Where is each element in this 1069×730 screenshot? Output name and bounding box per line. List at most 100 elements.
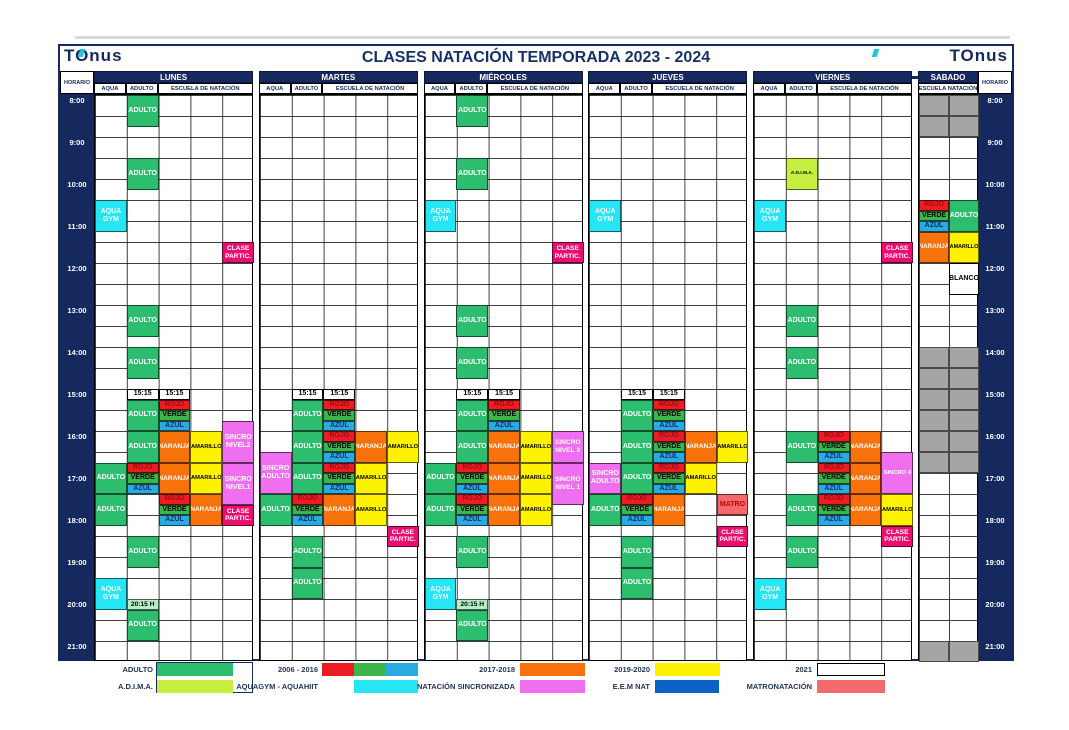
- legend-swatch: [817, 663, 885, 676]
- event-block: ADULTO: [95, 494, 127, 526]
- event-block: NARANJA: [919, 231, 949, 263]
- event-block: [949, 116, 979, 137]
- event-block: 15:15: [323, 389, 356, 400]
- event-block: ADULTO: [291, 567, 324, 599]
- day-subheader-cell: AQUA: [588, 83, 621, 94]
- event-block: NARANJA: [652, 494, 685, 526]
- event-block: ADULTO: [456, 536, 489, 568]
- day-grid-VIERNES: A.D.I.M.A. AQUA GYM CLASE PARTIC. ADULTO ADU…: [753, 94, 914, 661]
- event-block: ADULTO: [621, 431, 653, 463]
- event-block: ADULTO: [126, 609, 159, 641]
- time-column: [60, 94, 94, 661]
- event-block: ROJO: [456, 494, 489, 505]
- event-block: AMARILLO: [881, 494, 914, 526]
- event-block: [949, 410, 979, 431]
- event-block: ADULTO: [456, 95, 489, 127]
- event-block: SINCRO ADULTO: [589, 462, 622, 494]
- event-block: VERDE: [323, 473, 356, 484]
- event-block: ADULTO: [785, 494, 818, 526]
- event-block: SINCRO NIVEL2: [222, 420, 254, 463]
- event-block: ROJO: [158, 399, 191, 410]
- event-block: VERDE: [652, 473, 685, 484]
- event-block: AZUL: [919, 221, 949, 232]
- event-block: ROJO: [323, 431, 356, 442]
- event-block: ROJO: [621, 494, 653, 505]
- event-block: ROJO: [323, 399, 356, 410]
- event-block: AZUL: [158, 515, 191, 526]
- page-top-strip: [75, 36, 1010, 39]
- time-label: 11:00: [67, 222, 87, 231]
- event-block: AZUL: [817, 483, 850, 494]
- legend-swatch: [157, 680, 233, 693]
- event-block: 20:15 H: [126, 599, 159, 610]
- event-block: VERDE: [456, 473, 489, 484]
- event-block: 15:15: [456, 389, 489, 400]
- time-label: 14:00: [985, 348, 1005, 357]
- day-subheader-cell: ADULTO: [785, 83, 817, 94]
- event-block: AMARILLO: [190, 462, 223, 494]
- event-block: ADULTO: [785, 431, 818, 463]
- legend-label: NATACIÓN SINCRONIZADA: [416, 682, 515, 691]
- event-block: VERDE: [456, 504, 489, 515]
- event-block: ADULTO: [126, 305, 159, 337]
- event-block: AMARILLO: [386, 431, 419, 463]
- event-block: NARANJA: [849, 431, 882, 463]
- tonus-logo: TOnus: [64, 46, 214, 79]
- time-label: 21:00: [67, 642, 87, 651]
- event-block: ROJO: [919, 200, 949, 211]
- time-label: 15:00: [67, 390, 87, 399]
- event-block: ROJO: [456, 462, 489, 473]
- day-grid-MARTES: 15:15 15:15 ADULTO ROJO VERDE AZUL ADULTO ROJO V…: [258, 94, 419, 661]
- event-block: 15:15: [621, 389, 653, 400]
- event-block: ROJO: [817, 494, 850, 505]
- event-block: ROJO: [652, 431, 685, 442]
- legend-swatch: [520, 680, 585, 693]
- event-block: NARANJA: [158, 462, 191, 494]
- time-label: 20:00: [985, 600, 1005, 609]
- event-block: CLASE PARTIC.: [386, 525, 419, 547]
- event-block: AZUL: [456, 515, 489, 526]
- time-label: 9:00: [69, 138, 85, 147]
- event-block: [919, 95, 949, 116]
- tonus-logo-right: TOnus: [858, 47, 1008, 79]
- day-subheader-cell: ESCUELA DE NATACIÓN: [157, 83, 253, 94]
- event-block: CLASE PARTIC.: [881, 242, 914, 263]
- time-label: 10:00: [67, 180, 87, 189]
- day-grid-SABADO: ROJO VERDE AZUL ADULTO NARANJA AMARILLO BLANCO: [918, 94, 979, 662]
- event-block: ADULTO: [456, 609, 489, 641]
- legend-swatch: [157, 663, 233, 676]
- event-block: VERDE: [291, 504, 324, 515]
- day-subheader-cell: ESCUELA DE NATACIÓN: [652, 83, 748, 94]
- day-grid-MIÉRCOLES: ADULTO ADULTO AQUA GYM CLASE PARTIC. ADULTO A…: [423, 94, 584, 661]
- event-block: AZUL: [652, 483, 685, 494]
- event-block: NARANJA: [323, 494, 356, 526]
- time-label: 21:00: [985, 642, 1005, 651]
- legend-swatch: [354, 663, 386, 676]
- event-block: [919, 389, 949, 410]
- day-subheader-cell: AQUA: [94, 83, 126, 94]
- event-block: 15:15: [158, 389, 191, 400]
- tonus-logo-text: TOnus: [64, 46, 123, 65]
- day-header: LUNES: [94, 71, 253, 83]
- event-block: NARANJA: [849, 494, 882, 526]
- event-block: [949, 431, 979, 452]
- event-block: VERDE: [158, 410, 191, 421]
- event-block: 20:15 H: [456, 599, 489, 610]
- event-block: AMARILLO: [716, 431, 749, 463]
- event-block: ADULTO: [126, 158, 159, 190]
- legend-label: 2017-2018: [479, 665, 515, 674]
- event-block: ADULTO: [291, 399, 324, 431]
- time-label: 9:00: [987, 138, 1003, 147]
- day-header: JUEVES: [588, 71, 748, 83]
- event-block: ADULTO: [126, 399, 159, 431]
- event-block: NARANJA: [488, 462, 520, 494]
- event-block: ADULTO: [621, 462, 653, 494]
- event-block: NARANJA: [488, 431, 520, 463]
- day-grid-LUNES: ADULTO ADULTO AQUA GYM CLASE PARTIC. ADULTO A…: [94, 94, 254, 661]
- event-block: AQUA GYM: [589, 200, 622, 232]
- event-block: A.D.I.M.A.: [785, 158, 818, 190]
- event-block: 15:15: [488, 389, 520, 400]
- event-block: AMARILLO: [684, 462, 717, 494]
- event-block: AZUL: [817, 515, 850, 526]
- event-block: VERDE: [126, 473, 159, 484]
